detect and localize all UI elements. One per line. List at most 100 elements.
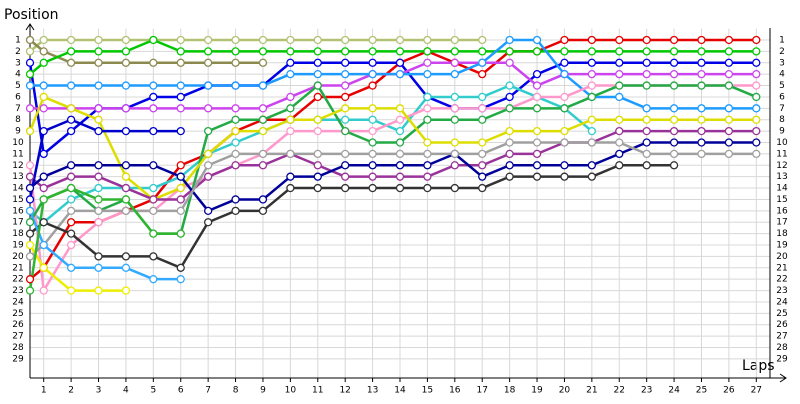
point (176, 229, 185, 238)
point (66, 218, 76, 227)
point (697, 58, 706, 67)
point (25, 195, 35, 204)
y-tick-label-right: 20 (776, 252, 788, 262)
point (149, 195, 158, 204)
y-tick-label-right: 21 (776, 263, 787, 273)
point (231, 206, 240, 215)
point (66, 229, 76, 238)
point (25, 172, 35, 181)
point (450, 183, 459, 193)
point (258, 149, 268, 159)
y-tick-label-right: 19 (776, 241, 788, 251)
point (587, 81, 597, 90)
point (642, 70, 651, 79)
point (66, 35, 76, 45)
point (258, 206, 268, 215)
point (505, 35, 514, 45)
point (313, 161, 322, 170)
point (532, 81, 542, 90)
point (313, 47, 322, 56)
point (532, 172, 542, 181)
point (560, 47, 569, 56)
point (368, 115, 377, 124)
point (505, 104, 514, 113)
point (478, 138, 487, 147)
point (66, 263, 76, 272)
y-tick-label: 19 (12, 241, 24, 251)
x-tick-label: 19 (531, 386, 543, 396)
point (203, 58, 213, 67)
x-axis-label: Laps (742, 358, 775, 374)
point (615, 35, 624, 45)
point (94, 252, 103, 261)
point (286, 115, 295, 124)
point (39, 183, 48, 193)
point (478, 70, 487, 79)
point (39, 47, 48, 56)
point (423, 138, 432, 147)
point (368, 81, 377, 90)
point (25, 104, 35, 113)
point (752, 81, 761, 90)
point (752, 149, 761, 159)
point (25, 35, 35, 45)
point (149, 206, 158, 215)
point (121, 81, 131, 90)
x-tick-label: 25 (696, 386, 707, 396)
point (176, 275, 185, 284)
y-tick-label-right: 28 (776, 343, 788, 353)
x-tick-label: 12 (339, 386, 350, 396)
y-tick-label-right: 24 (776, 297, 788, 307)
point (39, 286, 48, 295)
point (258, 195, 268, 204)
point (149, 35, 158, 45)
point (231, 195, 240, 204)
point (121, 252, 131, 261)
point (286, 47, 295, 56)
point (286, 58, 295, 67)
point (368, 183, 377, 193)
y-tick-label-right: 2 (779, 47, 785, 57)
y-axis-label: Position (4, 7, 59, 23)
point (532, 35, 542, 45)
x-tick-label: 5 (150, 386, 156, 396)
point (313, 81, 322, 90)
point (615, 58, 624, 67)
y-tick-label-right: 18 (776, 229, 788, 239)
point (121, 286, 131, 295)
y-tick-label-right: 22 (776, 275, 787, 285)
point (25, 240, 35, 250)
point (286, 104, 295, 113)
point (752, 47, 761, 56)
point (39, 58, 48, 67)
point (450, 104, 459, 113)
point (450, 92, 459, 102)
point (313, 58, 322, 67)
point (615, 161, 624, 170)
point (368, 172, 377, 181)
series-line (29, 129, 757, 201)
y-tick-label: 15 (12, 195, 23, 205)
point (286, 70, 295, 79)
point (25, 47, 35, 56)
point (450, 115, 459, 124)
point (258, 81, 268, 90)
series-line (28, 61, 757, 156)
point (395, 70, 405, 79)
y-tick-label: 25 (12, 309, 23, 319)
point (724, 138, 734, 147)
point (505, 172, 514, 181)
point (587, 58, 597, 67)
y-tick-label: 28 (12, 343, 24, 353)
point (752, 35, 761, 45)
point (121, 58, 131, 67)
point (94, 47, 103, 56)
point (66, 104, 76, 113)
point (615, 138, 624, 147)
series-group (25, 35, 761, 295)
y-tick-label: 20 (12, 252, 24, 262)
point (313, 70, 322, 79)
point (203, 218, 213, 227)
point (669, 81, 679, 90)
x-tick-label: 22 (614, 386, 625, 396)
